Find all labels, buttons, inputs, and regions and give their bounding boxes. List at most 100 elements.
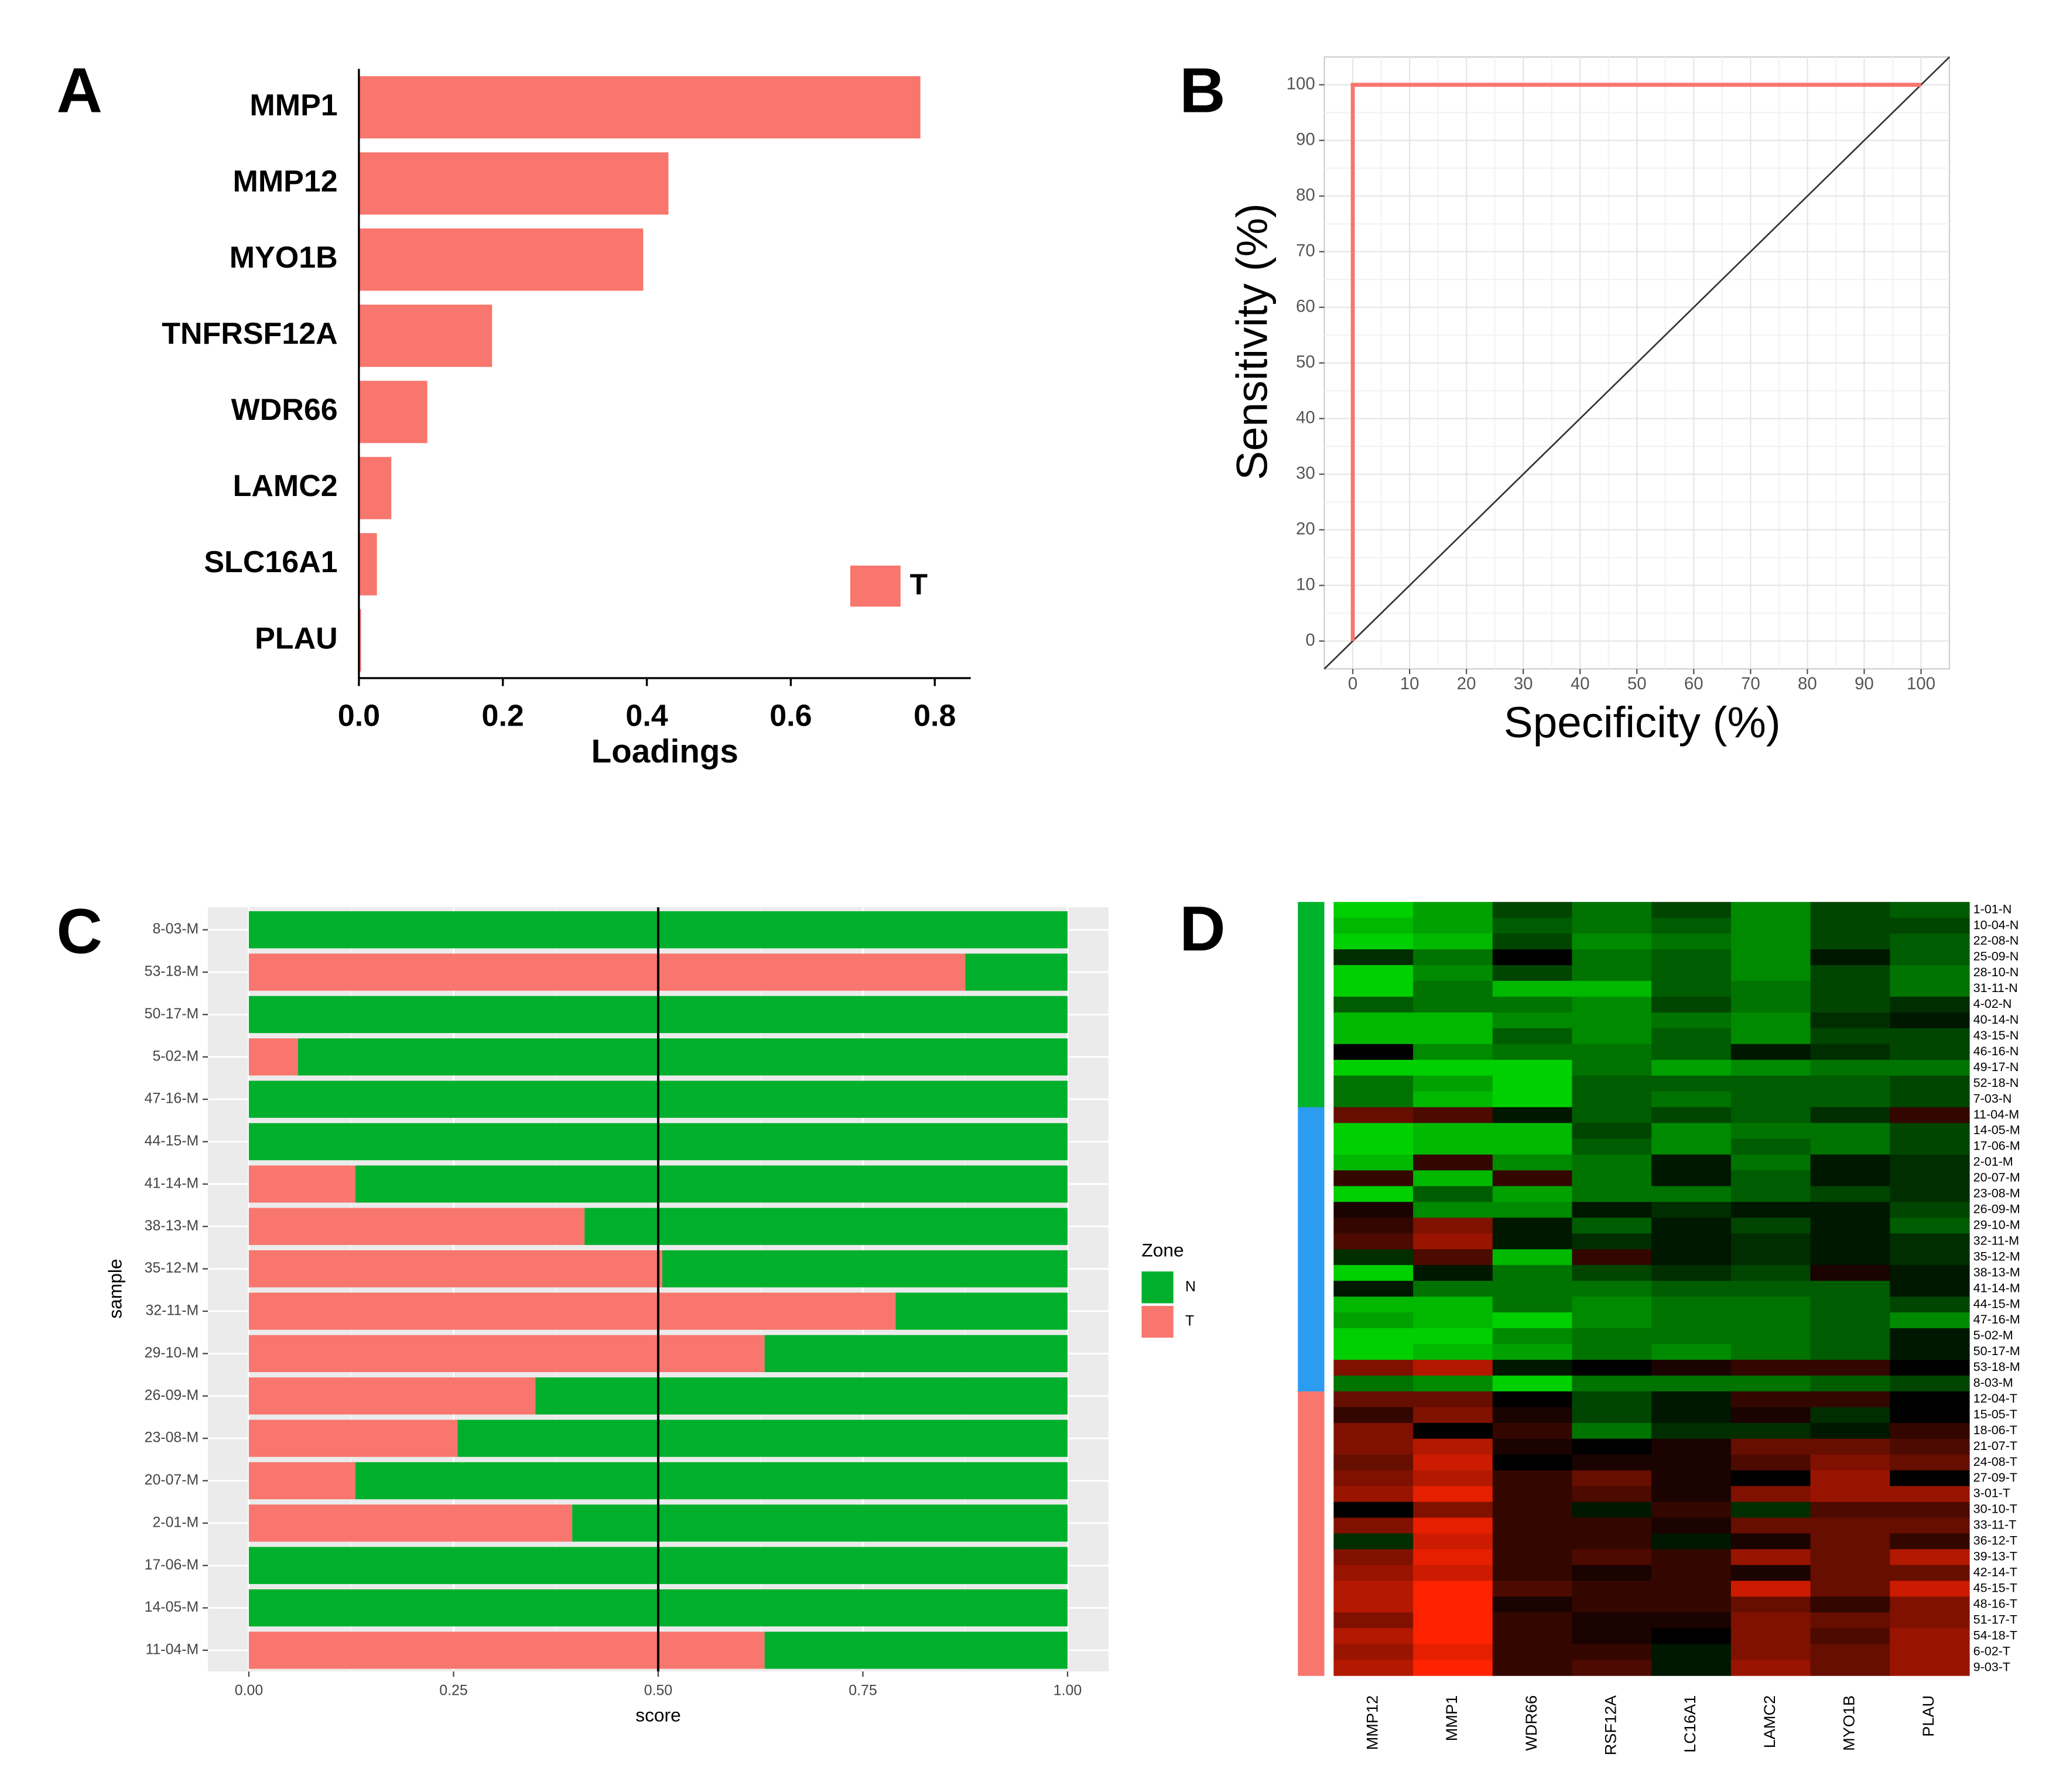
row-label: 30-10-T: [1973, 1502, 2017, 1516]
heatmap-cell: [1810, 1202, 1890, 1219]
group-bar: [1298, 980, 1325, 997]
bar: [358, 533, 377, 596]
heatmap-cell: [1572, 933, 1652, 950]
heatmap-cell: [1810, 1343, 1890, 1360]
heatmap-cell: [1333, 1059, 1414, 1076]
heatmap-cell: [1890, 1581, 1970, 1597]
group-bar: [1298, 1075, 1325, 1092]
y-tick-label: TNFRSF12A: [162, 317, 337, 351]
heatmap-cell: [1413, 1028, 1493, 1045]
heatmap-cell: [1651, 1533, 1732, 1550]
heatmap-cell: [1492, 1375, 1573, 1392]
bar-segment: [248, 1377, 536, 1415]
heatmap-cell: [1333, 1438, 1414, 1455]
heatmap-cell: [1890, 1044, 1970, 1061]
heatmap-cell: [1572, 949, 1652, 966]
heatmap-cell: [1651, 1596, 1732, 1613]
heatmap-cell: [1413, 1202, 1493, 1219]
column-label: LAMC2: [1760, 1695, 1778, 1748]
row-label: 52-18-N: [1973, 1076, 2019, 1090]
row-label: 53-18-M: [1973, 1360, 2020, 1374]
heatmap-cell: [1890, 1470, 1970, 1487]
bar-segment: [584, 1208, 1068, 1245]
row-label: 48-16-T: [1973, 1596, 2017, 1610]
group-bar: [1298, 1218, 1325, 1234]
heatmap-cell: [1492, 1596, 1573, 1613]
y-tick-label: 30: [1296, 463, 1315, 483]
row-label: 36-12-T: [1973, 1534, 2017, 1548]
heatmap-cell: [1572, 1486, 1652, 1503]
y-tick-label: 70: [1296, 241, 1315, 261]
row-label: 49-17-N: [1973, 1060, 2019, 1074]
heatmap-cell: [1890, 1170, 1970, 1187]
heatmap-cell: [1572, 1075, 1652, 1092]
heatmap-cell: [1492, 1343, 1573, 1360]
heatmap-cell: [1810, 1107, 1890, 1124]
heatmap-cell: [1890, 1407, 1970, 1424]
heatmap-cell: [1730, 1517, 1811, 1534]
heatmap-cell: [1730, 918, 1811, 934]
bar-segment: [248, 1038, 298, 1076]
row-label: 24-08-T: [1973, 1455, 2017, 1469]
heatmap-cell: [1730, 1343, 1811, 1360]
bar-segment: [965, 953, 1068, 991]
heatmap-cell: [1572, 1107, 1652, 1124]
heatmap-cell: [1333, 1297, 1414, 1313]
heatmap-cell: [1730, 1028, 1811, 1045]
group-bar: [1298, 1202, 1325, 1219]
heatmap-cell: [1413, 1233, 1493, 1250]
heatmap-cell: [1413, 902, 1493, 918]
heatmap-cell: [1651, 1012, 1732, 1029]
heatmap-cell: [1333, 1123, 1414, 1140]
heatmap-cell: [1810, 1312, 1890, 1329]
heatmap-cell: [1413, 1565, 1493, 1582]
row-label: 5-02-M: [1973, 1328, 2013, 1342]
group-bar: [1298, 965, 1325, 982]
heatmap-cell: [1413, 933, 1493, 950]
heatmap-cell: [1890, 1375, 1970, 1392]
y-tick-label: PLAU: [255, 621, 338, 655]
heatmap-cell: [1730, 1012, 1811, 1029]
group-bar: [1298, 902, 1325, 918]
heatmap-cell: [1413, 1170, 1493, 1187]
heatmap-cell: [1890, 1059, 1970, 1076]
heatmap-cell: [1730, 1596, 1811, 1613]
heatmap-cell: [1890, 1660, 1970, 1676]
heatmap-cell: [1810, 1454, 1890, 1471]
heatmap-cell: [1890, 933, 1970, 950]
group-bar: [1298, 1044, 1325, 1061]
heatmap-cell: [1413, 1596, 1493, 1613]
heatmap-cell: [1810, 1644, 1890, 1660]
y-tick-label: MMP12: [233, 165, 338, 199]
x-tick-label: 0.25: [439, 1682, 467, 1699]
heatmap-cell: [1730, 1328, 1811, 1345]
heatmap-cell: [1810, 1486, 1890, 1503]
heatmap-cell: [1810, 1502, 1890, 1519]
heatmap-cell: [1810, 1375, 1890, 1392]
heatmap-cell: [1730, 1091, 1811, 1108]
heatmap-cell: [1890, 1265, 1970, 1281]
row-label: 12-04-T: [1973, 1391, 2017, 1405]
heatmap-cell: [1810, 1533, 1890, 1550]
heatmap-cell: [1810, 1249, 1890, 1266]
heatmap-cell: [1810, 1138, 1890, 1155]
x-axis-label: Loadings: [591, 733, 738, 770]
group-bar: [1298, 1565, 1325, 1582]
group-bar: [1298, 1028, 1325, 1045]
heatmap-cell: [1572, 1517, 1652, 1534]
y-tick-label: 32-11-M: [145, 1302, 199, 1319]
heatmap-cell: [1890, 1249, 1970, 1266]
heatmap-cell: [1651, 1438, 1732, 1455]
heatmap-cell: [1492, 1438, 1573, 1455]
heatmap-cell: [1651, 980, 1732, 997]
heatmap-cell: [1810, 1170, 1890, 1187]
row-label: 26-09-M: [1973, 1202, 2020, 1216]
heatmap-cell: [1413, 1375, 1493, 1392]
heatmap-cell: [1413, 1249, 1493, 1266]
group-bar: [1298, 1391, 1325, 1408]
heatmap-cell: [1492, 1218, 1573, 1234]
column-label: MMP12: [1363, 1695, 1381, 1750]
heatmap-cell: [1890, 965, 1970, 982]
row-label: 46-16-N: [1973, 1044, 2019, 1058]
heatmap-cell: [1730, 1391, 1811, 1408]
